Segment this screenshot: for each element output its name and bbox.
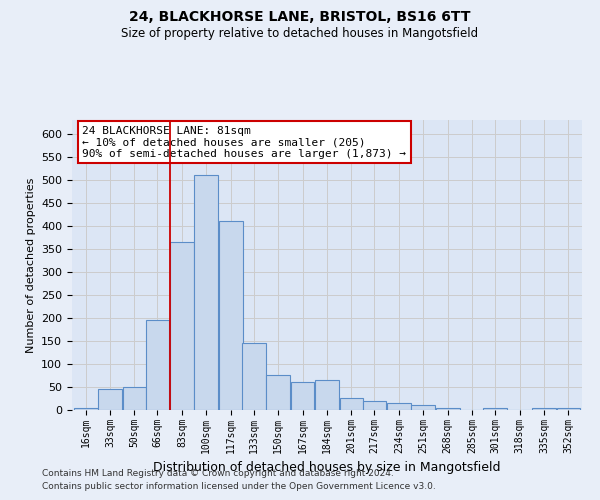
Bar [387, 403, 410, 410]
Y-axis label: Number of detached properties: Number of detached properties [26, 178, 35, 352]
Text: 24, BLACKHORSE LANE, BRISTOL, BS16 6TT: 24, BLACKHORSE LANE, BRISTOL, BS16 6TT [129, 10, 471, 24]
Bar [74, 408, 97, 410]
X-axis label: Distribution of detached houses by size in Mangotsfield: Distribution of detached houses by size … [153, 461, 501, 474]
Bar [146, 320, 169, 410]
Bar [412, 406, 435, 410]
Bar [340, 398, 363, 410]
Bar [436, 408, 460, 410]
Bar [266, 376, 290, 410]
Bar [242, 344, 266, 410]
Text: 24 BLACKHORSE LANE: 81sqm
← 10% of detached houses are smaller (205)
90% of semi: 24 BLACKHORSE LANE: 81sqm ← 10% of detac… [82, 126, 406, 159]
Bar [315, 380, 339, 410]
Bar [483, 408, 507, 410]
Bar [291, 382, 314, 410]
Bar [362, 401, 386, 410]
Bar [170, 242, 194, 410]
Text: Contains public sector information licensed under the Open Government Licence v3: Contains public sector information licen… [42, 482, 436, 491]
Bar [98, 390, 122, 410]
Bar [557, 408, 580, 410]
Bar [194, 175, 218, 410]
Bar [219, 222, 242, 410]
Text: Contains HM Land Registry data © Crown copyright and database right 2024.: Contains HM Land Registry data © Crown c… [42, 468, 394, 477]
Text: Size of property relative to detached houses in Mangotsfield: Size of property relative to detached ho… [121, 28, 479, 40]
Bar [532, 408, 556, 410]
Bar [122, 387, 146, 410]
